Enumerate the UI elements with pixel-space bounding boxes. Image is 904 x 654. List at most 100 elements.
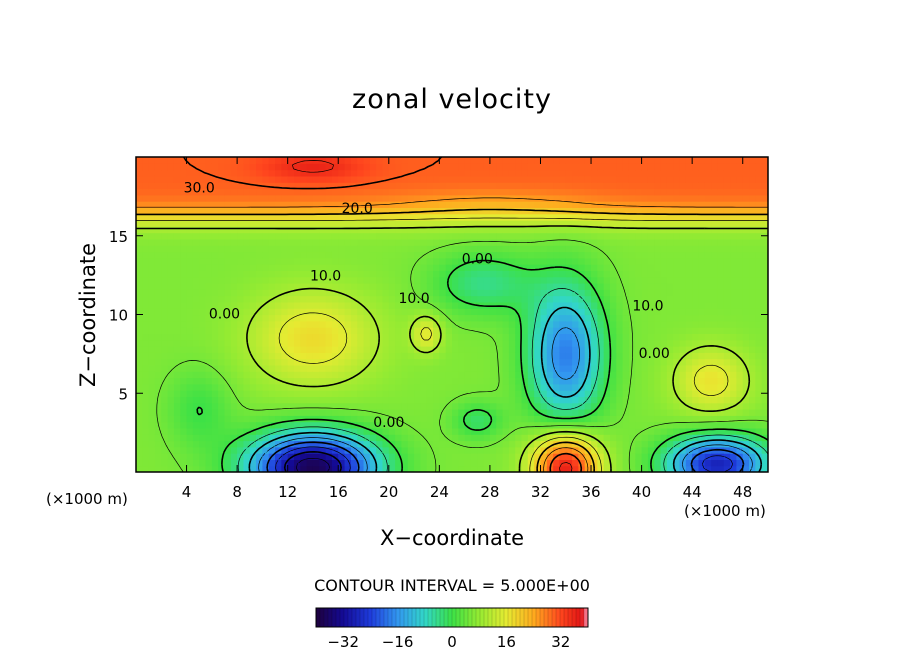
field-cell [407,276,415,284]
field-cell [508,333,516,341]
field-cell [572,220,579,227]
field-cell [597,314,605,322]
field-cell [256,245,263,253]
field-cell [591,182,598,190]
field-cell [445,320,453,328]
field-cell [749,194,756,202]
field-cell [483,465,491,472]
field-cell [294,295,301,303]
field-cell [161,226,169,234]
field-cell [224,270,232,278]
field-cell [186,220,194,227]
field-cell [407,358,415,366]
field-cell [458,327,466,334]
field-cell [591,421,598,429]
field-cell [635,371,643,379]
field-cell [761,251,768,259]
field-cell [755,257,763,265]
field-cell [458,371,466,379]
field-cell [679,301,687,309]
field-cell [647,390,655,397]
field-cell [192,421,200,429]
field-cell [546,459,554,467]
field-cell [749,188,756,196]
field-cell [628,390,636,397]
field-cell [749,270,756,278]
field-cell [666,440,674,448]
field-cell [610,188,617,196]
field-cell [414,364,421,372]
field-cell [641,270,649,278]
field-cell [704,169,712,177]
field-cell [508,283,516,290]
field-cell [660,169,668,177]
field-cell [243,220,251,227]
field-cell [262,390,270,397]
field-cell [382,320,390,328]
field-cell [173,245,181,253]
field-cell [205,157,213,164]
field-cell [376,327,384,334]
field-cell [262,364,270,372]
field-cell [679,415,687,423]
field-cell [287,238,295,246]
field-cell [148,301,156,309]
field-cell [382,409,390,416]
field-cell [458,446,466,454]
field-cell [635,194,643,202]
field-cell [287,283,295,290]
field-cell [331,289,339,297]
field-cell [350,207,358,215]
field-cell [477,459,485,467]
field-cell [572,188,579,196]
field-cell [679,289,687,297]
field-cell [287,276,295,284]
field-cell [673,421,681,429]
field-cell [154,264,162,271]
field-cell [205,220,213,227]
field-cell [730,440,737,448]
field-cell [325,415,333,423]
field-cell [281,409,289,416]
field-cell [723,402,731,410]
field-cell [433,226,440,234]
field-cell [237,421,245,429]
field-cell [742,157,750,164]
field-cell [199,352,207,360]
field-cell [325,327,333,334]
field-cell [565,364,573,372]
field-cell [761,453,768,460]
field-cell [749,220,756,227]
field-cell [439,295,447,303]
field-cell [553,213,561,221]
field-cell [173,226,181,234]
field-cell [230,238,238,246]
field-cell [559,301,567,309]
field-cell [407,352,415,360]
field-cell [559,245,567,253]
field-cell [527,346,535,353]
field-cell [173,238,181,246]
field-cell [546,169,554,177]
field-cell [553,320,561,328]
field-cell [616,415,624,423]
field-cell [287,434,295,442]
field-cell [704,427,712,435]
field-cell [502,434,510,442]
field-cell [382,245,390,253]
field-cell [502,251,510,259]
field-cell [527,270,535,278]
field-cell [515,358,523,366]
field-cell [470,415,478,423]
field-cell [673,377,681,385]
field-cell [660,383,668,391]
field-cell [502,257,510,265]
field-cell [647,175,655,183]
field-cell [338,201,346,208]
field-cell [401,207,409,215]
field-cell [470,201,478,208]
field-cell [761,201,768,208]
field-cell [470,327,478,334]
field-cell [711,276,719,284]
